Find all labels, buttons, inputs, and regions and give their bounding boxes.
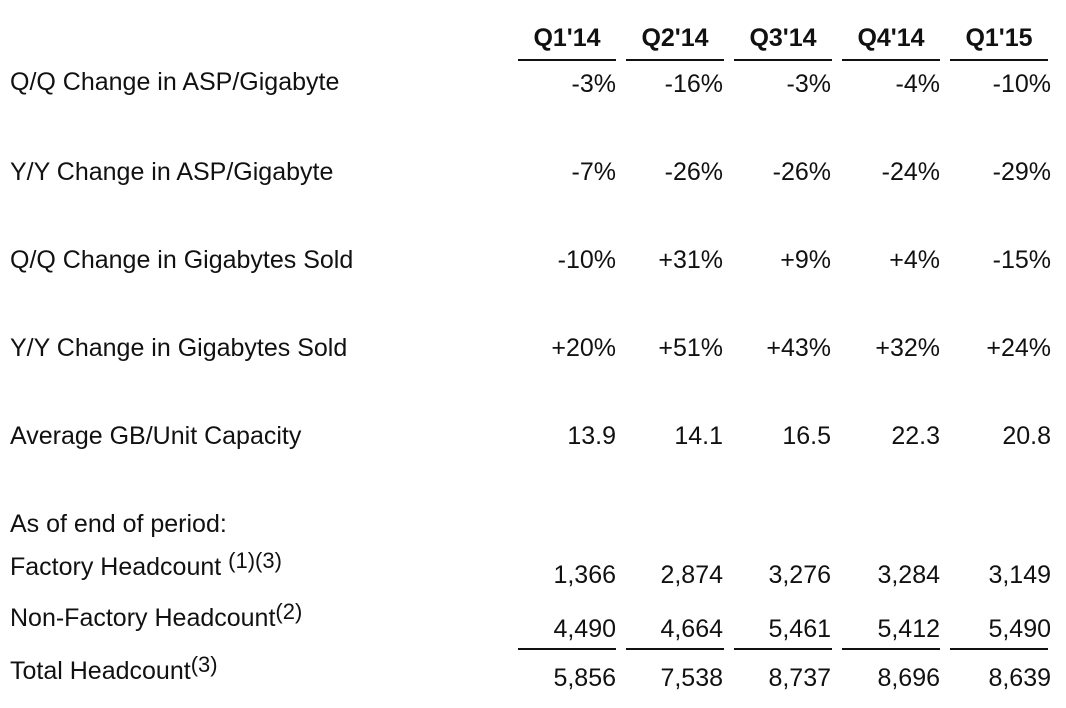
table-cell: 22.3 <box>891 422 940 450</box>
table-cell: 16.5 <box>782 422 831 450</box>
table-cell: 13.9 <box>567 422 616 450</box>
header-underline <box>626 59 724 61</box>
column-header-q1-15: Q1'15 <box>965 24 1033 52</box>
table-cell: 3,276 <box>768 561 831 589</box>
table-cell: 5,412 <box>877 615 940 643</box>
table-cell: -3% <box>571 70 616 98</box>
row-label-text: Total Headcount <box>10 657 191 685</box>
table-cell: +20% <box>551 334 616 362</box>
table-cell: -7% <box>571 158 616 186</box>
table-cell: 5,856 <box>553 664 616 692</box>
table-cell: +4% <box>889 246 940 274</box>
total-underline <box>626 648 724 650</box>
column-header-q2-14: Q2'14 <box>641 24 709 52</box>
table-cell: 3,149 <box>988 561 1051 589</box>
row-label: Y/Y Change in ASP/Gigabyte <box>10 158 334 186</box>
column-header-q3-14: Q3'14 <box>749 24 817 52</box>
table-cell: -24% <box>881 158 940 186</box>
total-underline <box>518 648 616 650</box>
table-cell: +32% <box>875 334 940 362</box>
header-underline <box>950 59 1048 61</box>
row-label: Average GB/Unit Capacity <box>10 422 302 450</box>
row-label: Y/Y Change in Gigabytes Sold <box>10 334 348 362</box>
table-cell: -10% <box>557 246 616 274</box>
table-cell: -3% <box>786 70 831 98</box>
row-label: Factory Headcount (1)(3) <box>10 550 282 582</box>
header-underline <box>518 59 616 61</box>
table-cell: 7,538 <box>660 664 723 692</box>
table-cell: 8,696 <box>877 664 940 692</box>
table-cell: -4% <box>895 70 940 98</box>
table-cell: -26% <box>664 158 723 186</box>
header-underline <box>734 59 832 61</box>
total-underline <box>950 648 1048 650</box>
row-label-text: Non-Factory Headcount <box>10 604 276 632</box>
table-cell: 8,737 <box>768 664 831 692</box>
row-label: Total Headcount(3) <box>10 654 218 686</box>
table-cell: 20.8 <box>1002 422 1051 450</box>
table-cell: -26% <box>772 158 831 186</box>
table-cell: -10% <box>992 70 1051 98</box>
row-label: Q/Q Change in Gigabytes Sold <box>10 246 354 274</box>
row-label: Q/Q Change in ASP/Gigabyte <box>10 68 340 96</box>
table-cell: +24% <box>986 334 1051 362</box>
table-cell: 1,366 <box>553 561 616 589</box>
table-cell: -29% <box>992 158 1051 186</box>
table-cell: 2,874 <box>660 561 723 589</box>
table-cell: +31% <box>658 246 723 274</box>
table-cell: 14.1 <box>674 422 723 450</box>
footnote-marker: (2) <box>275 599 303 624</box>
table-cell: 4,490 <box>553 615 616 643</box>
header-underline <box>842 59 940 61</box>
row-label: Non-Factory Headcount(2) <box>10 601 302 633</box>
column-header-q1-14: Q1'14 <box>533 24 601 52</box>
row-label-text: Factory Headcount <box>10 553 229 581</box>
table-cell: +51% <box>658 334 723 362</box>
table-cell: 5,490 <box>988 615 1051 643</box>
table-cell: 3,284 <box>877 561 940 589</box>
table-cell: 4,664 <box>660 615 723 643</box>
section-label: As of end of period: <box>10 510 227 538</box>
table-cell: -15% <box>992 246 1051 274</box>
total-underline <box>734 648 832 650</box>
table-cell: 5,461 <box>768 615 831 643</box>
total-underline <box>842 648 940 650</box>
column-header-q4-14: Q4'14 <box>857 24 925 52</box>
footnote-marker: (1)(3) <box>228 548 282 573</box>
table-cell: 8,639 <box>988 664 1051 692</box>
table-cell: +43% <box>766 334 831 362</box>
table-cell: +9% <box>780 246 831 274</box>
footnote-marker: (3) <box>190 652 218 677</box>
table-cell: -16% <box>664 70 723 98</box>
